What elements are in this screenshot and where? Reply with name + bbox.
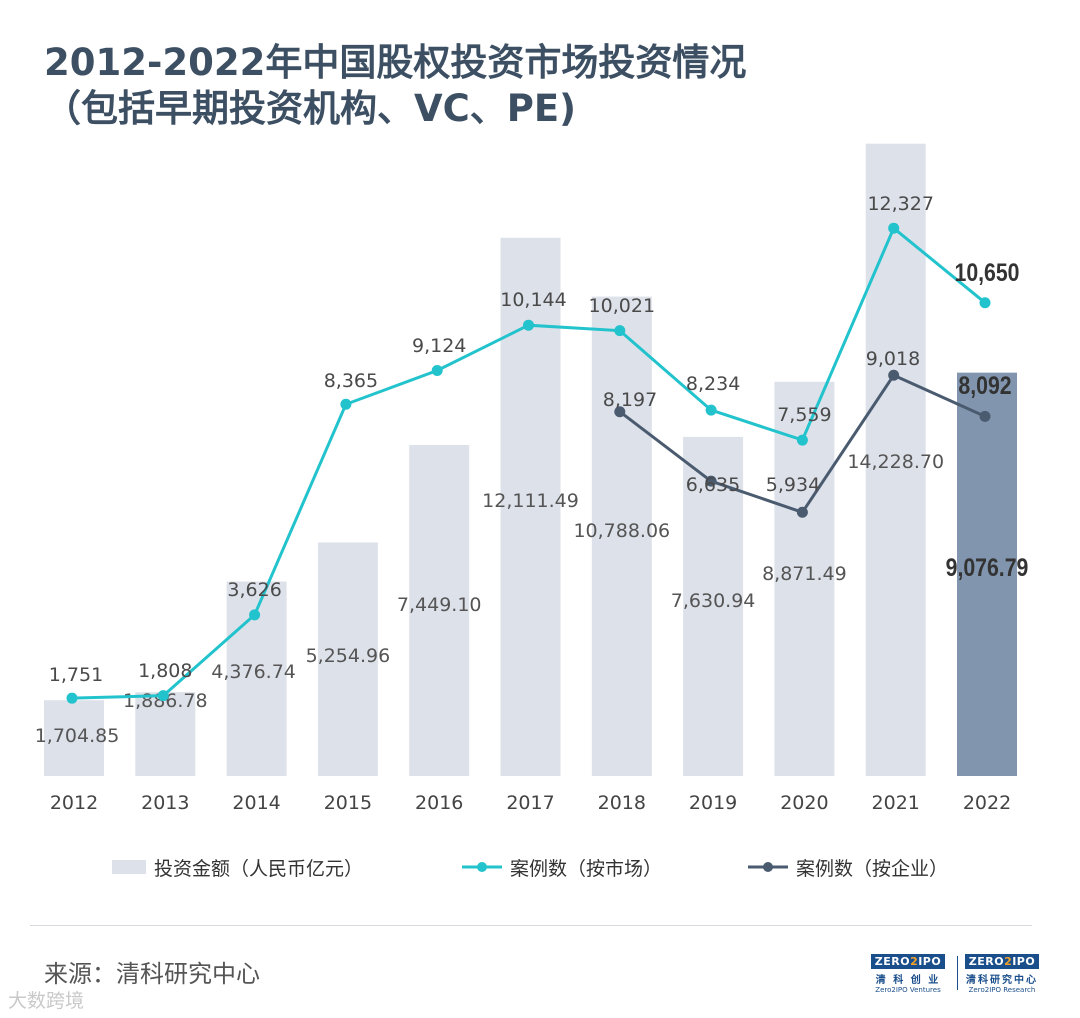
bar-label-2012: 1,704.85	[35, 725, 120, 747]
logo-zero2ipo-research: ZERO2IPO 清科研究中心 Zero2IPO Research	[964, 954, 1040, 994]
bar-2016	[409, 444, 470, 776]
x-tick-2013: 2013	[141, 792, 189, 814]
label-cases-market-2019: 8,234	[686, 373, 740, 395]
bar-label-2021: 14,228.70	[847, 451, 944, 473]
point-cases-market-2022	[979, 297, 991, 309]
chart-legend: 投资金额（人民币亿元） 案例数（按市场） 案例数（按企业）	[112, 852, 1012, 882]
x-tick-2019: 2019	[689, 792, 737, 814]
point-cases-market-2016	[431, 365, 443, 377]
bar-label-2016: 7,449.10	[397, 594, 482, 616]
label-cases-market-2016: 9,124	[412, 335, 466, 357]
legend-label-cases-company: 案例数（按企业）	[796, 857, 949, 880]
x-tick-2022: 2022	[963, 792, 1011, 814]
legend-item-cases-market: 案例数（按市场）	[462, 852, 662, 882]
bar-2015	[317, 542, 378, 776]
logo-separator	[957, 956, 958, 990]
footer-divider	[30, 925, 1032, 926]
point-cases-market-2018	[614, 325, 626, 337]
bar-label-2018: 10,788.06	[573, 520, 670, 542]
point-cases-market-2013	[157, 690, 169, 702]
point-cases-company-2020	[796, 506, 808, 518]
x-tick-2016: 2016	[415, 792, 463, 814]
bar-2021	[865, 143, 926, 776]
watermark: 大数跨境	[8, 990, 85, 1012]
logo-zero2ipo-ventures: ZERO2IPO 清 科 创 业 Zero2IPO Ventures	[868, 950, 948, 994]
label-cases-company-2020: 5,934	[766, 474, 820, 496]
bar-2012	[44, 700, 104, 776]
legend-item-amount: 投资金额（人民币亿元）	[112, 852, 363, 882]
label-cases-market-2021: 12,327	[867, 193, 933, 215]
x-tick-2021: 2021	[872, 792, 920, 814]
label-cases-market-2015: 8,365	[324, 370, 378, 392]
label-cases-market-2012: 1,751	[49, 664, 103, 686]
chart-title-line1: 2012-2022年中国股权投资市场投资情况	[44, 41, 747, 84]
point-cases-company-2018	[614, 406, 626, 418]
x-tick-2020: 2020	[780, 792, 828, 814]
label-cases-company-2022: 8,092	[958, 371, 1011, 399]
bar-label-2014: 4,376.74	[211, 661, 296, 683]
chart-title-line2: （包括早期投资机构、VC、PE)	[44, 87, 577, 130]
label-cases-company-2021: 9,018	[866, 348, 920, 370]
point-cases-market-2017	[523, 319, 534, 331]
chart-plot: 1,704.851,886.784,376.745,254.967,449.10…	[35, 143, 1029, 814]
point-cases-market-2012	[66, 692, 78, 704]
point-cases-company-2021	[888, 369, 900, 381]
label-cases-market-2017: 10,144	[500, 289, 566, 311]
point-cases-company-2019	[705, 475, 717, 487]
chart-title: 2012-2022年中国股权投资市场投资情况 （包括早期投资机构、VC、PE)	[44, 40, 746, 132]
point-cases-market-2020	[796, 434, 808, 446]
legend-swatch-bar	[112, 860, 146, 874]
label-cases-company-2018: 8,197	[603, 389, 657, 411]
x-tick-2014: 2014	[232, 792, 280, 814]
bar-2013	[135, 692, 196, 776]
point-cases-market-2015	[340, 398, 352, 410]
point-cases-market-2019	[705, 404, 717, 416]
x-tick-2015: 2015	[324, 792, 372, 814]
bar-label-2022: 9,076.79	[946, 553, 1029, 581]
label-cases-market-2014: 3,626	[227, 579, 281, 601]
label-cases-market-2020: 7,559	[777, 404, 831, 426]
x-tick-2018: 2018	[598, 792, 646, 814]
label-cases-company-2019: 6,635	[686, 474, 740, 496]
label-cases-market-2013: 1,808	[138, 660, 192, 682]
bar-2020	[774, 381, 835, 776]
bar-label-2019: 7,630.94	[671, 590, 756, 612]
x-tick-2017: 2017	[506, 792, 554, 814]
label-cases-market-2018: 10,021	[589, 295, 655, 317]
bar-2019	[683, 436, 744, 776]
point-cases-market-2014	[249, 609, 261, 621]
legend-label-cases-market: 案例数（按市场）	[510, 857, 663, 880]
bar-2018	[591, 296, 652, 776]
legend-swatch-line-market	[462, 862, 502, 872]
legend-label-amount: 投资金额（人民币亿元）	[154, 857, 364, 880]
point-cases-market-2021	[888, 222, 900, 234]
bar-label-2015: 5,254.96	[306, 645, 391, 667]
bar-2022	[957, 372, 1017, 776]
bar-label-2020: 8,871.49	[762, 563, 847, 585]
legend-item-cases-company: 案例数（按企业）	[748, 852, 948, 882]
x-tick-2012: 2012	[50, 792, 98, 814]
source-note: 来源：清科研究中心	[44, 960, 260, 988]
label-cases-market-2022: 10,650	[955, 258, 1020, 286]
point-cases-company-2022	[979, 410, 991, 422]
bar-label-2017: 12,111.49	[482, 490, 579, 512]
legend-swatch-line-company	[748, 862, 788, 872]
